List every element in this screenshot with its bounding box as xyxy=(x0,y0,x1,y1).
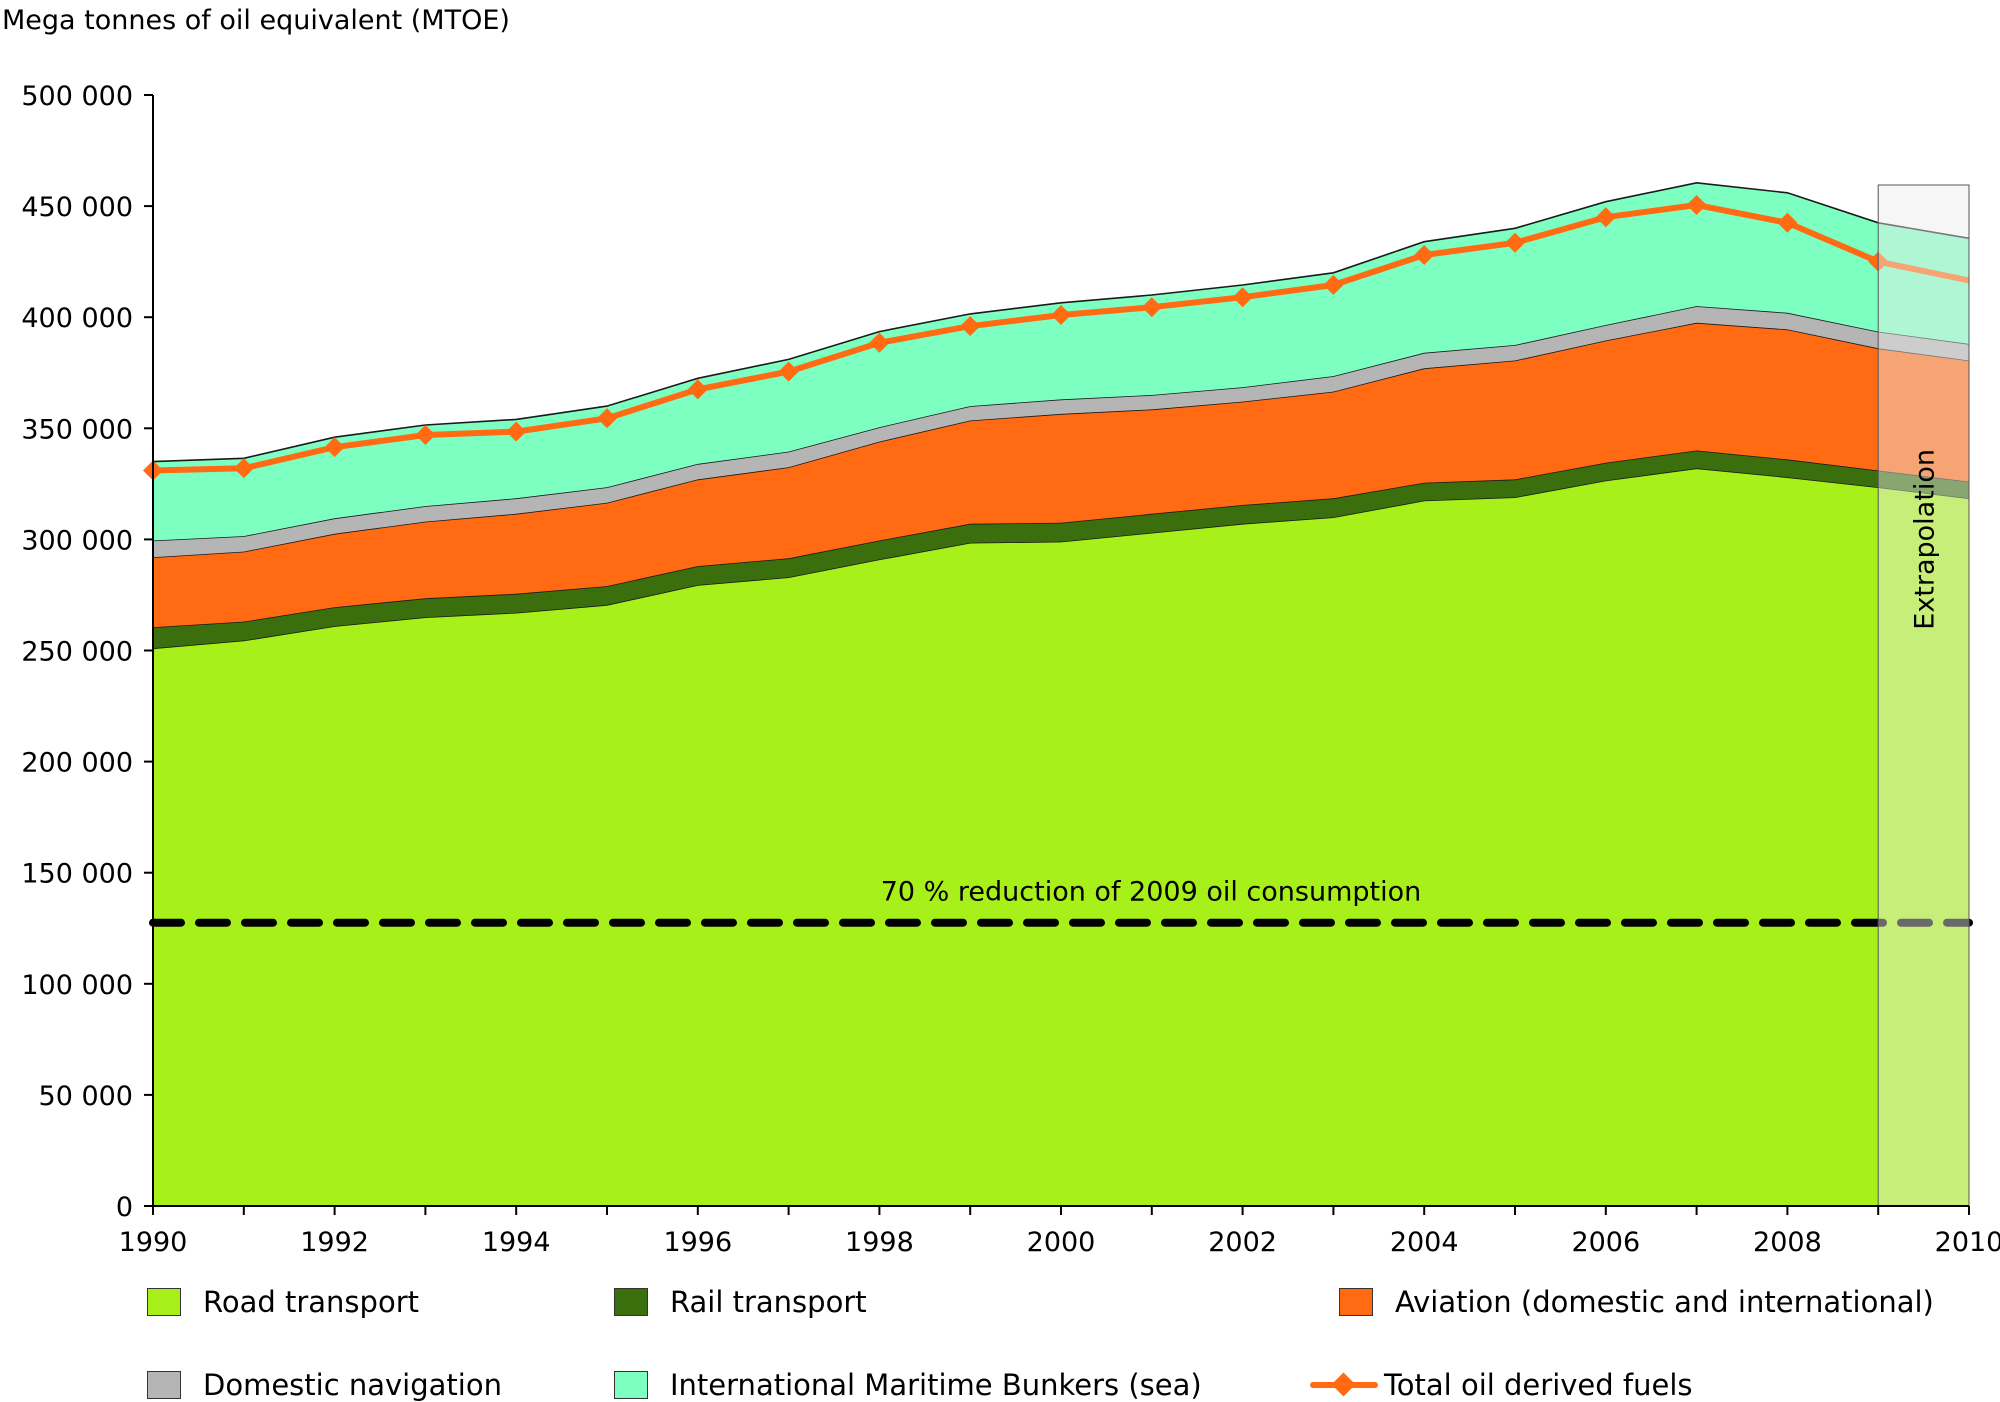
x-tick-label-1998: 1998 xyxy=(845,1227,914,1258)
x-tick-label-1990: 1990 xyxy=(119,1227,188,1258)
reference-line-label: 70 % reduction of 2009 oil consumption xyxy=(881,877,1422,908)
total-marker-1993 xyxy=(415,424,436,445)
y-tick-label-4: 200 000 xyxy=(21,748,133,779)
y-tick-label-6: 300 000 xyxy=(21,525,133,556)
x-tick-label-2002: 2002 xyxy=(1208,1227,1277,1258)
y-tick-label-7: 350 000 xyxy=(21,414,133,445)
total-marker-1992 xyxy=(324,437,345,458)
y-tick-label-5: 250 000 xyxy=(21,637,133,668)
area-series-3 xyxy=(153,306,1969,558)
total-marker-2005 xyxy=(1505,232,1525,253)
extrapolation-band: Extrapolation xyxy=(1877,184,1970,1207)
total-marker-2007 xyxy=(1686,194,1707,215)
reduction-target-line: 70 % reduction of 2009 oil consumption xyxy=(149,877,1973,927)
x-tick-label-2010: 2010 xyxy=(1935,1227,2000,1258)
total-marker-2002 xyxy=(1232,287,1253,308)
stacked-areas xyxy=(152,181,1970,1206)
x-tick-label-1996: 1996 xyxy=(663,1227,732,1258)
y-tick-label-8: 400 000 xyxy=(21,303,133,334)
total-marker-1991 xyxy=(233,458,254,479)
area-series-1 xyxy=(153,450,1969,649)
extrapolation-rect xyxy=(1877,184,1970,1207)
area-series-0 xyxy=(153,468,1969,1206)
total-marker-2003 xyxy=(1323,274,1344,295)
y-axis-label: Mega tonnes of oil equivalent (MTOE) xyxy=(2,5,510,36)
total-marker-2004 xyxy=(1414,244,1435,265)
y-tick-label-9: 450 000 xyxy=(21,192,133,223)
total-marker-1995 xyxy=(597,408,617,429)
y-tick-label-3: 150 000 xyxy=(21,859,133,890)
y-tick-label-1: 50 000 xyxy=(39,1081,133,1112)
total-marker-1998 xyxy=(869,332,890,353)
area-series-4 xyxy=(153,182,1969,541)
area-edge-4 xyxy=(152,181,1970,463)
x-tick-label-1994: 1994 xyxy=(482,1227,551,1258)
total-marker-1997 xyxy=(778,361,799,382)
total-marker-2008 xyxy=(1777,212,1798,233)
total-marker-2001 xyxy=(1141,297,1162,318)
axes: 0 50 000 100 000 150 000 200 000 250 000 300 0… xyxy=(21,81,2000,1258)
total-marker-1999 xyxy=(960,316,981,337)
total-marker-2006 xyxy=(1595,207,1616,228)
total-marker-2000 xyxy=(1051,304,1071,325)
y-tick-label-2: 100 000 xyxy=(21,970,133,1001)
y-tick-label-0: 0 xyxy=(116,1192,133,1223)
area-series-2 xyxy=(153,322,1969,628)
x-tick-label-2006: 2006 xyxy=(1571,1227,1640,1258)
x-tick-label-1992: 1992 xyxy=(300,1227,369,1258)
y-tick-label-10: 500 000 xyxy=(21,81,133,112)
x-tick-label-2004: 2004 xyxy=(1390,1227,1459,1258)
x-tick-label-2008: 2008 xyxy=(1753,1227,1822,1258)
x-tick-label-2000: 2000 xyxy=(1027,1227,1096,1258)
total-marker-1994 xyxy=(506,421,527,442)
total-marker-1996 xyxy=(687,379,708,400)
extrapolation-label: Extrapolation xyxy=(1910,449,1941,630)
